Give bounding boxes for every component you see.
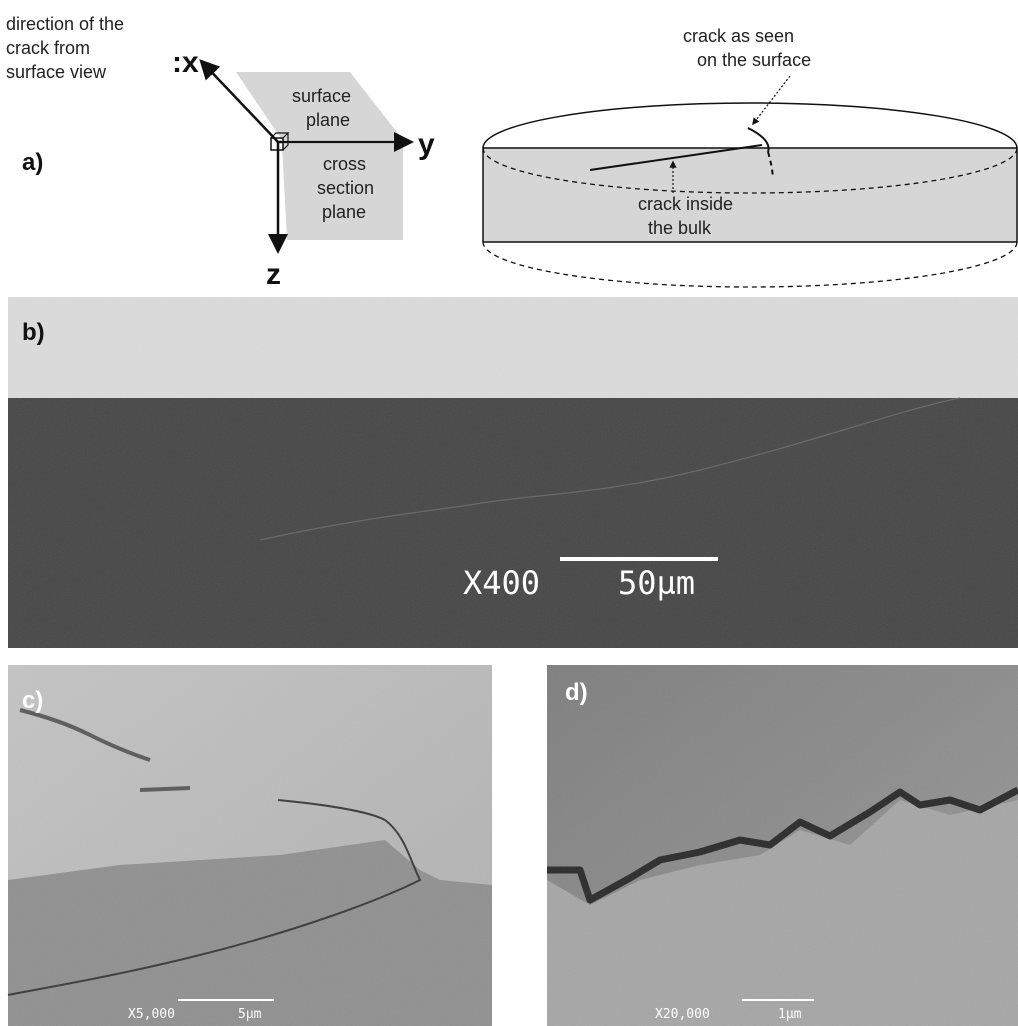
annotation: on the surface xyxy=(697,50,811,70)
magnification: X20,000 xyxy=(655,1007,710,1022)
panel-label: d) xyxy=(565,679,588,706)
plane-text: cross xyxy=(323,154,366,174)
plane-text: plane xyxy=(306,110,350,130)
annotation: crack inside xyxy=(638,194,733,214)
panel-d: d) X20,000 1µm xyxy=(547,665,1018,1026)
annotation: the bulk xyxy=(648,218,712,238)
cylinder-top xyxy=(483,103,1017,148)
scale-text: 1µm xyxy=(778,1007,802,1022)
panel-a: direction of the crack from surface view… xyxy=(6,14,1017,291)
axis-note: surface view xyxy=(6,62,107,82)
panel-c: c) X5,000 5µm xyxy=(8,665,492,1026)
magnification: X400 xyxy=(463,564,540,602)
plane-text: plane xyxy=(322,202,366,222)
scale-text: 50µm xyxy=(618,564,695,602)
axis-note: crack from xyxy=(6,38,90,58)
sem-texture xyxy=(8,665,492,1026)
annotation: crack as seen xyxy=(683,26,794,46)
panel-label: a) xyxy=(22,149,43,176)
figure: direction of the crack from surface view… xyxy=(0,0,1018,1026)
axis-name: y xyxy=(418,128,435,161)
axis-name: z xyxy=(266,258,281,291)
plane-text: surface xyxy=(292,86,351,106)
panel-label: c) xyxy=(22,687,43,714)
sem-texture xyxy=(547,665,1018,1026)
page: Crack figure {"panel_a": {"label": "a)",… xyxy=(0,0,1018,1026)
panel-label: b) xyxy=(22,319,45,346)
cylinder-section xyxy=(483,148,1017,242)
page-body: direction of the crack from surface view… xyxy=(0,0,1018,1026)
plane-text: section xyxy=(317,178,374,198)
magnification: X5,000 xyxy=(128,1007,175,1022)
cylinder-bottom xyxy=(483,242,1017,287)
axis-note: direction of the xyxy=(6,14,124,34)
scale-text: 5µm xyxy=(238,1007,262,1022)
panel-b: b) X400 50µm xyxy=(8,297,1018,648)
axis-name: :x xyxy=(172,46,199,79)
annotation-arrow xyxy=(753,76,790,124)
